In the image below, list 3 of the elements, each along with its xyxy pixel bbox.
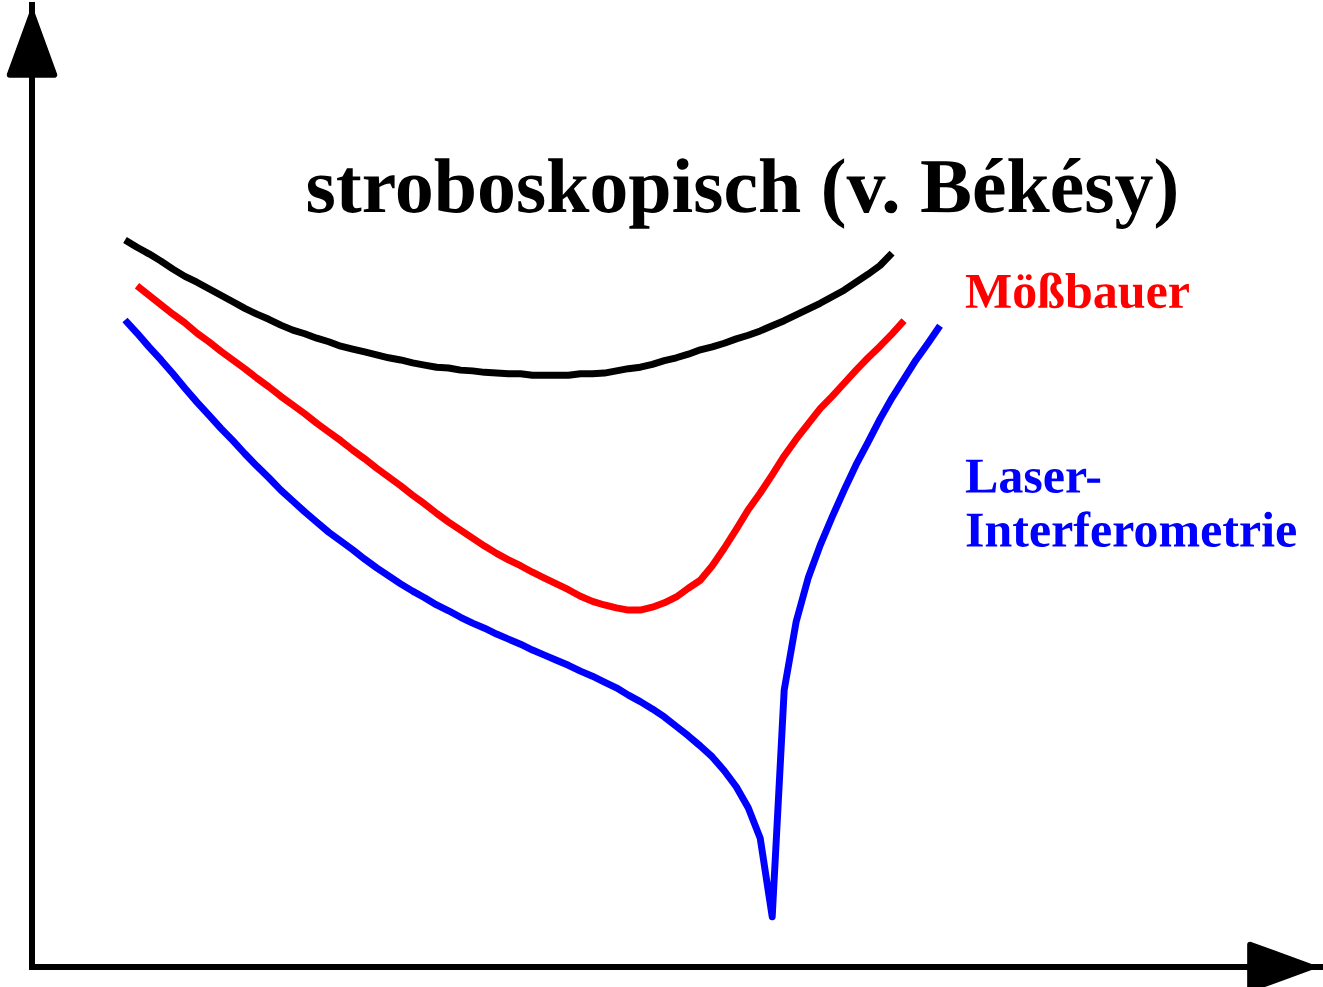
series-label: Laser- Interferometrie	[965, 459, 1296, 547]
series-label: stroboskopisch (v. Békésy)	[307, 158, 1176, 229]
series-label: Mößbauer	[965, 272, 1189, 309]
